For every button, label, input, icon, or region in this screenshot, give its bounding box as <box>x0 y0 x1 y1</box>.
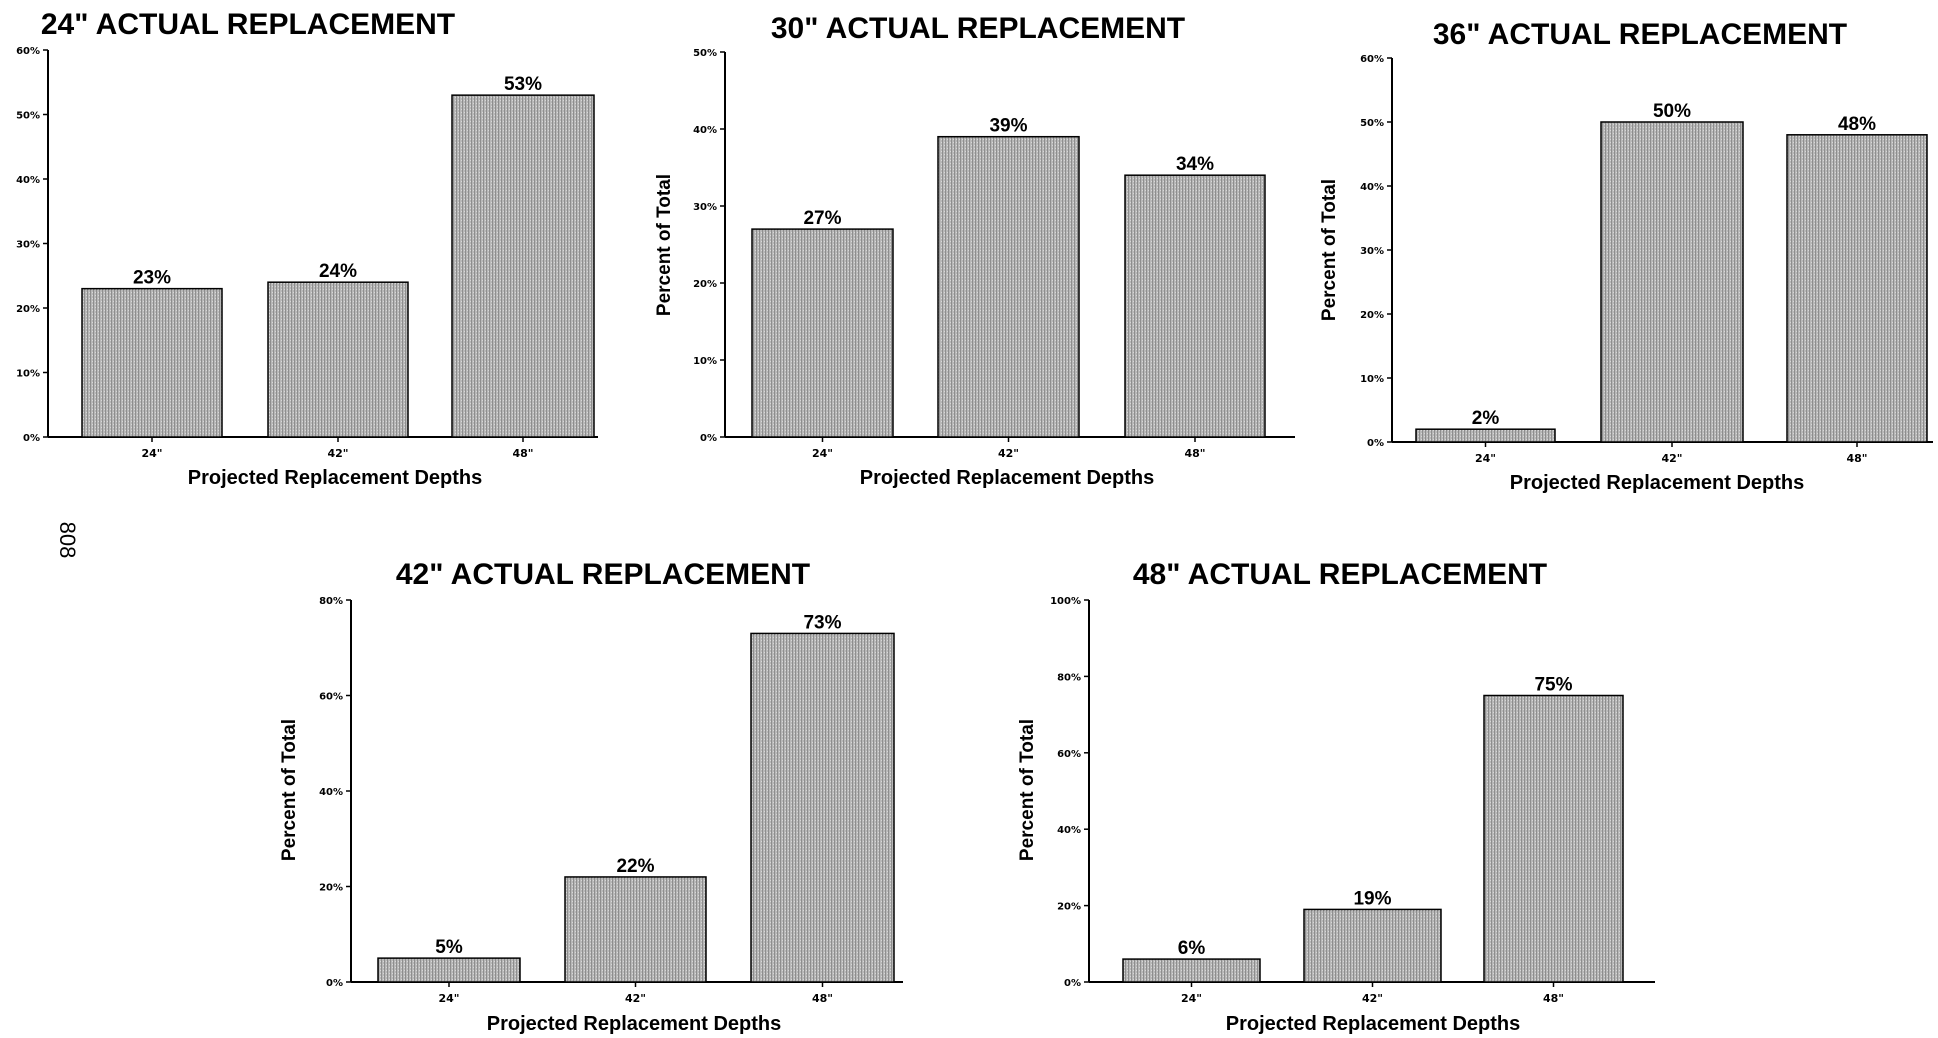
chart-3-title: 36" ACTUAL REPLACEMENT <box>1433 18 1847 51</box>
chart-1-data-label: 53% <box>504 74 542 95</box>
chart-5-category-label: 42" <box>1362 992 1383 1005</box>
chart-3-data-label: 50% <box>1653 101 1691 122</box>
chart-4-y-axis-label: Percent of Total <box>279 719 300 861</box>
chart-5-data-label: 75% <box>1534 675 1572 696</box>
chart-3-ytick-label: 40% <box>1360 182 1384 193</box>
chart-2-category-label: 24" <box>812 447 833 460</box>
chart-4-ytick-label: 40% <box>319 787 343 798</box>
chart-5-ytick-label: 40% <box>1057 825 1081 836</box>
chart-3-bar <box>1600 121 1744 443</box>
chart-3-bar <box>1415 428 1556 443</box>
chart-2-category-label: 42" <box>998 447 1019 460</box>
chart-5-bar <box>1483 694 1624 983</box>
chart-4-data-label: 5% <box>435 937 463 958</box>
chart-1-bar <box>81 287 223 438</box>
chart-3-data-label: 48% <box>1838 114 1876 135</box>
chart-3-category-label: 48" <box>1846 452 1867 465</box>
chart-2-title: 30" ACTUAL REPLACEMENT <box>771 12 1185 45</box>
chart-2-bar <box>751 228 894 438</box>
chart-1-bar <box>267 281 409 438</box>
chart-2-y-axis-label: Percent of Total <box>654 174 675 316</box>
chart-4-category-label: 48" <box>812 992 833 1005</box>
chart-4-bar <box>377 957 521 983</box>
chart-5-title: 48" ACTUAL REPLACEMENT <box>1133 558 1547 591</box>
chart-1-ytick-label: 40% <box>16 175 40 186</box>
chart-4-title: 42" ACTUAL REPLACEMENT <box>396 558 810 591</box>
chart-2-data-label: 34% <box>1176 154 1214 175</box>
chart-5-bar <box>1122 958 1261 983</box>
chart-5-data-label: 6% <box>1178 938 1206 959</box>
chart-4-ytick-label: 60% <box>319 692 343 703</box>
chart-5-data-label: 19% <box>1353 888 1391 909</box>
chart-1-category-label: 48" <box>512 447 533 460</box>
chart-5-y-axis-label: Percent of Total <box>1017 719 1038 861</box>
chart-2-ytick-label: 10% <box>693 356 717 367</box>
chart-4-data-label: 73% <box>803 612 841 633</box>
chart-2-data-label: 39% <box>989 116 1027 137</box>
chart-2-ytick-label: 0% <box>700 433 717 444</box>
chart-5-category-label: 24" <box>1181 992 1202 1005</box>
chart-3-ytick-label: 10% <box>1360 374 1384 385</box>
chart-3-bar <box>1786 134 1928 443</box>
chart-4-bar <box>750 632 895 983</box>
chart-2-ytick-label: 40% <box>693 125 717 136</box>
chart-5-ytick-label: 0% <box>1064 978 1081 989</box>
chart-1-category-label: 42" <box>327 447 348 460</box>
chart-1-ytick-label: 10% <box>16 369 40 380</box>
chart-5-ytick-label: 100% <box>1050 596 1081 607</box>
chart-1-ytick-label: 30% <box>16 240 40 251</box>
chart-4-category-label: 42" <box>625 992 646 1005</box>
chart-3-x-axis-label: Projected Replacement Depths <box>1510 472 1805 494</box>
chart-4-ytick-label: 0% <box>326 978 343 989</box>
chart-5-bar <box>1303 908 1442 983</box>
chart-4-ytick-label: 80% <box>319 596 343 607</box>
chart-3-ytick-label: 0% <box>1367 438 1384 449</box>
chart-4-ytick-label: 20% <box>319 883 343 894</box>
page-number: 808 <box>55 522 80 559</box>
chart-4-category-label: 24" <box>438 992 459 1005</box>
chart-1-category-label: 24" <box>141 447 162 460</box>
chart-5-x-axis-label: Projected Replacement Depths <box>1226 1013 1521 1035</box>
chart-4-bar <box>564 876 707 983</box>
chart-3-ytick-label: 20% <box>1360 310 1384 321</box>
chart-3-ytick-label: 60% <box>1360 54 1384 65</box>
chart-1-x-axis-label: Projected Replacement Depths <box>188 467 483 489</box>
chart-4-x-axis-label: Projected Replacement Depths <box>487 1013 782 1035</box>
chart-2-ytick-label: 20% <box>693 279 717 290</box>
chart-1-title: 24" ACTUAL REPLACEMENT <box>41 8 455 41</box>
chart-2-category-label: 48" <box>1184 447 1205 460</box>
chart-3-category-label: 24" <box>1475 452 1496 465</box>
chart-2-ytick-label: 30% <box>693 202 717 213</box>
chart-2-bar <box>1124 174 1266 438</box>
chart-4-data-label: 22% <box>616 856 654 877</box>
chart-1-data-label: 24% <box>319 261 357 282</box>
chart-1-data-label: 23% <box>133 268 171 289</box>
chart-5-category-label: 48" <box>1543 992 1564 1005</box>
chart-1-ytick-label: 50% <box>16 111 40 122</box>
chart-2-x-axis-label: Projected Replacement Depths <box>860 467 1155 489</box>
chart-2-bar <box>937 135 1080 438</box>
chart-1-ytick-label: 0% <box>23 433 40 444</box>
chart-1-ytick-label: 60% <box>16 46 40 57</box>
chart-5-ytick-label: 80% <box>1057 672 1081 683</box>
chart-5-ytick-label: 60% <box>1057 749 1081 760</box>
chart-3-ytick-label: 30% <box>1360 246 1384 257</box>
chart-1-bar <box>451 94 595 438</box>
chart-3-data-label: 2% <box>1472 408 1500 429</box>
chart-5-ytick-label: 20% <box>1057 902 1081 913</box>
chart-3-category-label: 42" <box>1661 452 1682 465</box>
chart-3-ytick-label: 50% <box>1360 118 1384 129</box>
chart-2-ytick-label: 50% <box>693 48 717 59</box>
chart-2-data-label: 27% <box>803 208 841 229</box>
chart-3-y-axis-label: Percent of Total <box>1319 179 1340 321</box>
chart-1-ytick-label: 20% <box>16 304 40 315</box>
